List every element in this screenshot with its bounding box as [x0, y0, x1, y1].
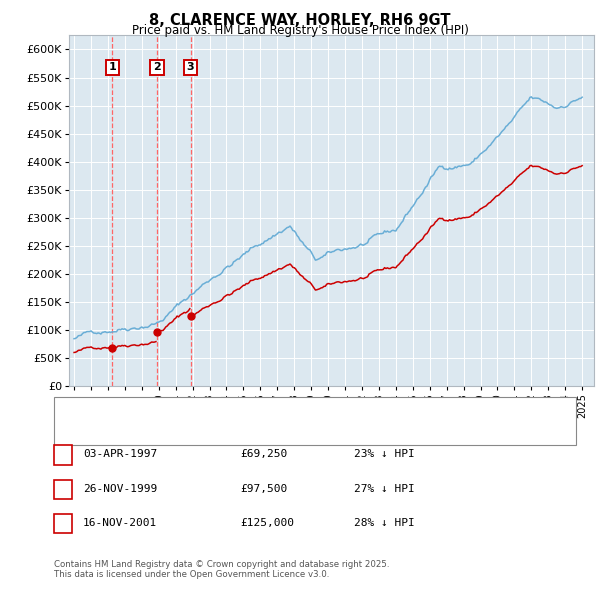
Text: £125,000: £125,000: [240, 518, 294, 527]
Text: Contains HM Land Registry data © Crown copyright and database right 2025.
This d: Contains HM Land Registry data © Crown c…: [54, 560, 389, 579]
Text: 3: 3: [59, 518, 67, 527]
Text: 1: 1: [59, 450, 67, 459]
Text: 28% ↓ HPI: 28% ↓ HPI: [354, 518, 415, 527]
Text: 1: 1: [109, 63, 116, 73]
Text: HPI: Average price, semi-detached house, Reigate and Banstead: HPI: Average price, semi-detached house,…: [99, 428, 452, 438]
Text: £69,250: £69,250: [240, 450, 287, 459]
Text: 27% ↓ HPI: 27% ↓ HPI: [354, 484, 415, 493]
Text: 8, CLARENCE WAY, HORLEY, RH6 9GT (semi-detached house): 8, CLARENCE WAY, HORLEY, RH6 9GT (semi-d…: [99, 405, 433, 415]
Text: 2: 2: [153, 63, 161, 73]
Text: 2: 2: [59, 484, 67, 493]
Text: 23% ↓ HPI: 23% ↓ HPI: [354, 450, 415, 459]
Text: 8, CLARENCE WAY, HORLEY, RH6 9GT: 8, CLARENCE WAY, HORLEY, RH6 9GT: [149, 13, 451, 28]
Text: 03-APR-1997: 03-APR-1997: [83, 450, 157, 459]
Text: Price paid vs. HM Land Registry's House Price Index (HPI): Price paid vs. HM Land Registry's House …: [131, 24, 469, 37]
Text: 16-NOV-2001: 16-NOV-2001: [83, 518, 157, 527]
Text: 26-NOV-1999: 26-NOV-1999: [83, 484, 157, 493]
Text: 3: 3: [187, 63, 194, 73]
Text: £97,500: £97,500: [240, 484, 287, 493]
